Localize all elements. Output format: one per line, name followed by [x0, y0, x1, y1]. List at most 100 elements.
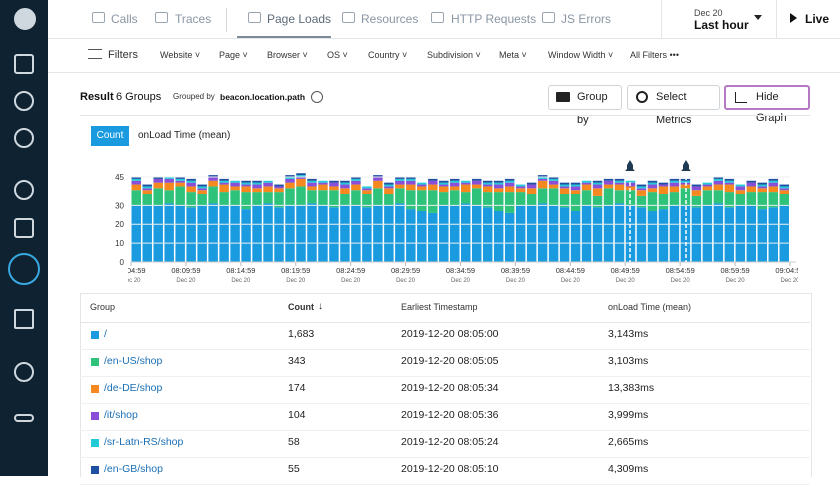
bar-segment [153, 188, 163, 206]
bar-segment [746, 192, 757, 206]
bar-segment [131, 205, 141, 262]
bar-segment [230, 182, 240, 187]
bar-segment [373, 205, 383, 262]
column-header[interactable]: onLoad Time (mean) [608, 302, 692, 312]
bar-segment [581, 184, 592, 191]
cell: 13,383ms [608, 382, 655, 394]
nav-icon[interactable] [14, 91, 34, 111]
x-tick-label: 08:09:59 [171, 266, 200, 275]
metric-toggle-active[interactable]: Count [91, 126, 129, 146]
bar-segment [307, 182, 317, 187]
filter-item[interactable]: Country ˅ [368, 50, 408, 60]
filter-item[interactable]: Meta ˅ [499, 50, 527, 60]
bar-segment [186, 207, 196, 262]
bar-segment [307, 180, 317, 183]
bar-segment [515, 188, 526, 193]
group-swatch [91, 466, 99, 474]
bar-segment [197, 190, 207, 194]
tab[interactable]: JS Errors [561, 12, 612, 26]
cell: 174 [288, 382, 306, 394]
bar-segment [351, 205, 361, 262]
bar-segment [252, 205, 262, 262]
nav-icon[interactable] [14, 309, 34, 329]
nav-icon[interactable] [14, 362, 34, 382]
filters-label[interactable]: Filters [108, 49, 138, 61]
column-header[interactable]: Earliest Timestamp [401, 302, 478, 312]
bar-segment [208, 180, 218, 187]
bar-segment [768, 180, 779, 183]
bar-segment [669, 180, 680, 183]
tab[interactable]: Resources [361, 12, 419, 26]
clear-group[interactable] [311, 91, 323, 103]
column-header[interactable]: Count [288, 302, 314, 312]
bar-segment [636, 188, 647, 191]
nav-icon[interactable] [14, 218, 34, 238]
cell: 2019-12-20 08:05:00 [401, 328, 499, 340]
bar-segment [691, 186, 702, 191]
nav-icon-active[interactable] [8, 253, 40, 285]
tab-active[interactable]: Page Loads [267, 12, 332, 26]
bar-segment [307, 186, 317, 191]
filter-item[interactable]: Website ˅ [160, 50, 201, 60]
filter-item[interactable]: Window Width ˅ [548, 50, 614, 60]
live-button[interactable]: Live [805, 12, 830, 26]
group-name[interactable]: /en-US/shop [104, 355, 163, 367]
bar-segment [230, 186, 240, 191]
group-name[interactable]: /it/shop [104, 409, 138, 421]
nav-icon[interactable] [14, 128, 34, 148]
group-name[interactable]: /en-GB/shop [104, 463, 163, 475]
bar-segment [252, 188, 262, 193]
bar-segment [636, 186, 647, 189]
bar-segment [329, 180, 339, 183]
bar-segment [373, 180, 383, 189]
bar-segment [351, 177, 361, 179]
x-tick-label: 08:44:59 [556, 266, 585, 275]
bar-segment [724, 192, 735, 208]
bar-segment [395, 178, 405, 181]
group-swatch [91, 412, 99, 420]
bar-segment [285, 175, 295, 177]
bar-segment [735, 190, 746, 194]
group-name[interactable]: / [104, 328, 107, 340]
bar-segment [526, 194, 537, 206]
nav-icon[interactable] [14, 54, 34, 74]
bar-segment [417, 186, 427, 191]
bar-segment [384, 186, 394, 189]
bar-segment [526, 205, 537, 262]
time-range: Last hour [694, 18, 749, 32]
time-picker[interactable] [661, 0, 777, 38]
filter-item[interactable]: Subdivision ˅ [427, 50, 481, 60]
bar-segment [131, 184, 141, 191]
tab[interactable]: Traces [175, 12, 212, 26]
bar-segment [340, 194, 350, 206]
group-name[interactable]: /de-DE/shop [104, 382, 163, 394]
bar-segment [669, 186, 680, 193]
bar-segment [384, 184, 394, 187]
bar-segment [559, 207, 570, 262]
bar-segment [537, 188, 548, 204]
column-header[interactable]: Group [90, 302, 116, 312]
filter-item[interactable]: All Filters ••• [630, 50, 679, 60]
bar-segment [691, 207, 702, 262]
filter-item[interactable]: OS ˅ [327, 50, 348, 60]
bar-segment [779, 188, 789, 191]
x-tick-label: 08:04:59 [116, 266, 145, 275]
x-tick-date: Dec 20 [726, 278, 746, 284]
bar-segment [406, 180, 416, 185]
group-name[interactable]: /sr-Latn-RS/shop [104, 436, 184, 448]
bar-segment [702, 190, 713, 206]
nav-icon[interactable] [14, 180, 34, 200]
metric-toggle[interactable]: onLoad Time (mean) [138, 130, 231, 141]
bar-segment [614, 203, 625, 262]
select-metrics-button[interactable]: Select Metrics [627, 85, 720, 126]
tab[interactable]: Calls [111, 12, 138, 26]
bar-segment [647, 192, 658, 211]
bar-segment [263, 182, 273, 187]
x-tick-label: 08:24:59 [336, 266, 365, 275]
filter-item[interactable]: Page ˅ [219, 50, 248, 60]
bar-segment [482, 207, 493, 262]
filter-item[interactable]: Browser ˅ [267, 50, 308, 60]
nav-icon[interactable] [14, 414, 34, 422]
bar-segment [450, 178, 460, 181]
tab[interactable]: HTTP Requests [451, 12, 537, 26]
